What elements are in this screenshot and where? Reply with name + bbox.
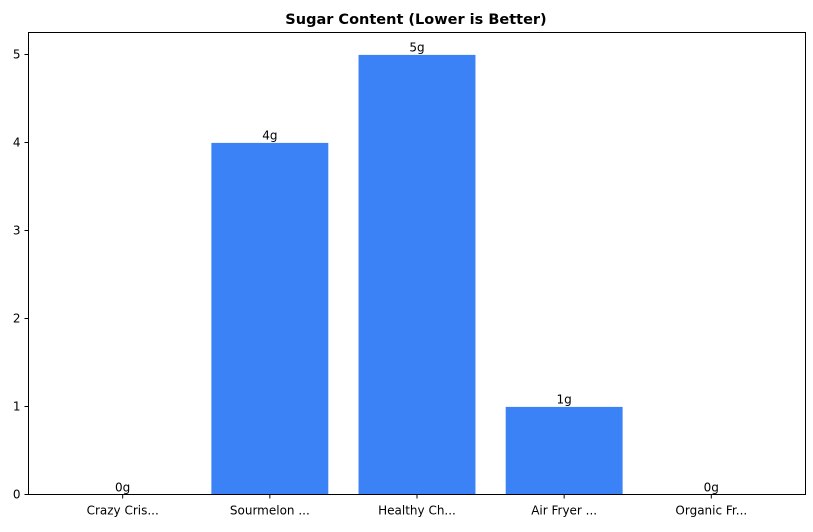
chart-title: Sugar Content (Lower is Better) [285,12,546,28]
x-tick-label: Sourmelon ... [230,504,310,518]
y-tick-label: 2 [13,312,21,326]
data-label: 0g [704,481,719,495]
y-tick-label: 5 [13,48,21,62]
data-label: 4g [262,129,277,143]
data-label: 1g [557,393,572,407]
x-tick-label: Crazy Cris... [87,504,159,518]
x-tick-label: Healthy Ch... [378,504,456,518]
bar [504,406,624,495]
y-tick-label: 3 [13,224,21,238]
bar [210,142,330,495]
y-tick-label: 4 [13,136,21,150]
plot-frame [28,32,806,495]
y-tick-label: 1 [13,400,21,414]
y-tick-label: 0 [13,488,21,502]
data-label: 5g [409,41,424,55]
x-tick-label: Air Fryer ... [531,504,597,518]
x-tick-label: Organic Fr... [675,504,747,518]
data-label: 0g [115,481,130,495]
bar [357,54,477,495]
